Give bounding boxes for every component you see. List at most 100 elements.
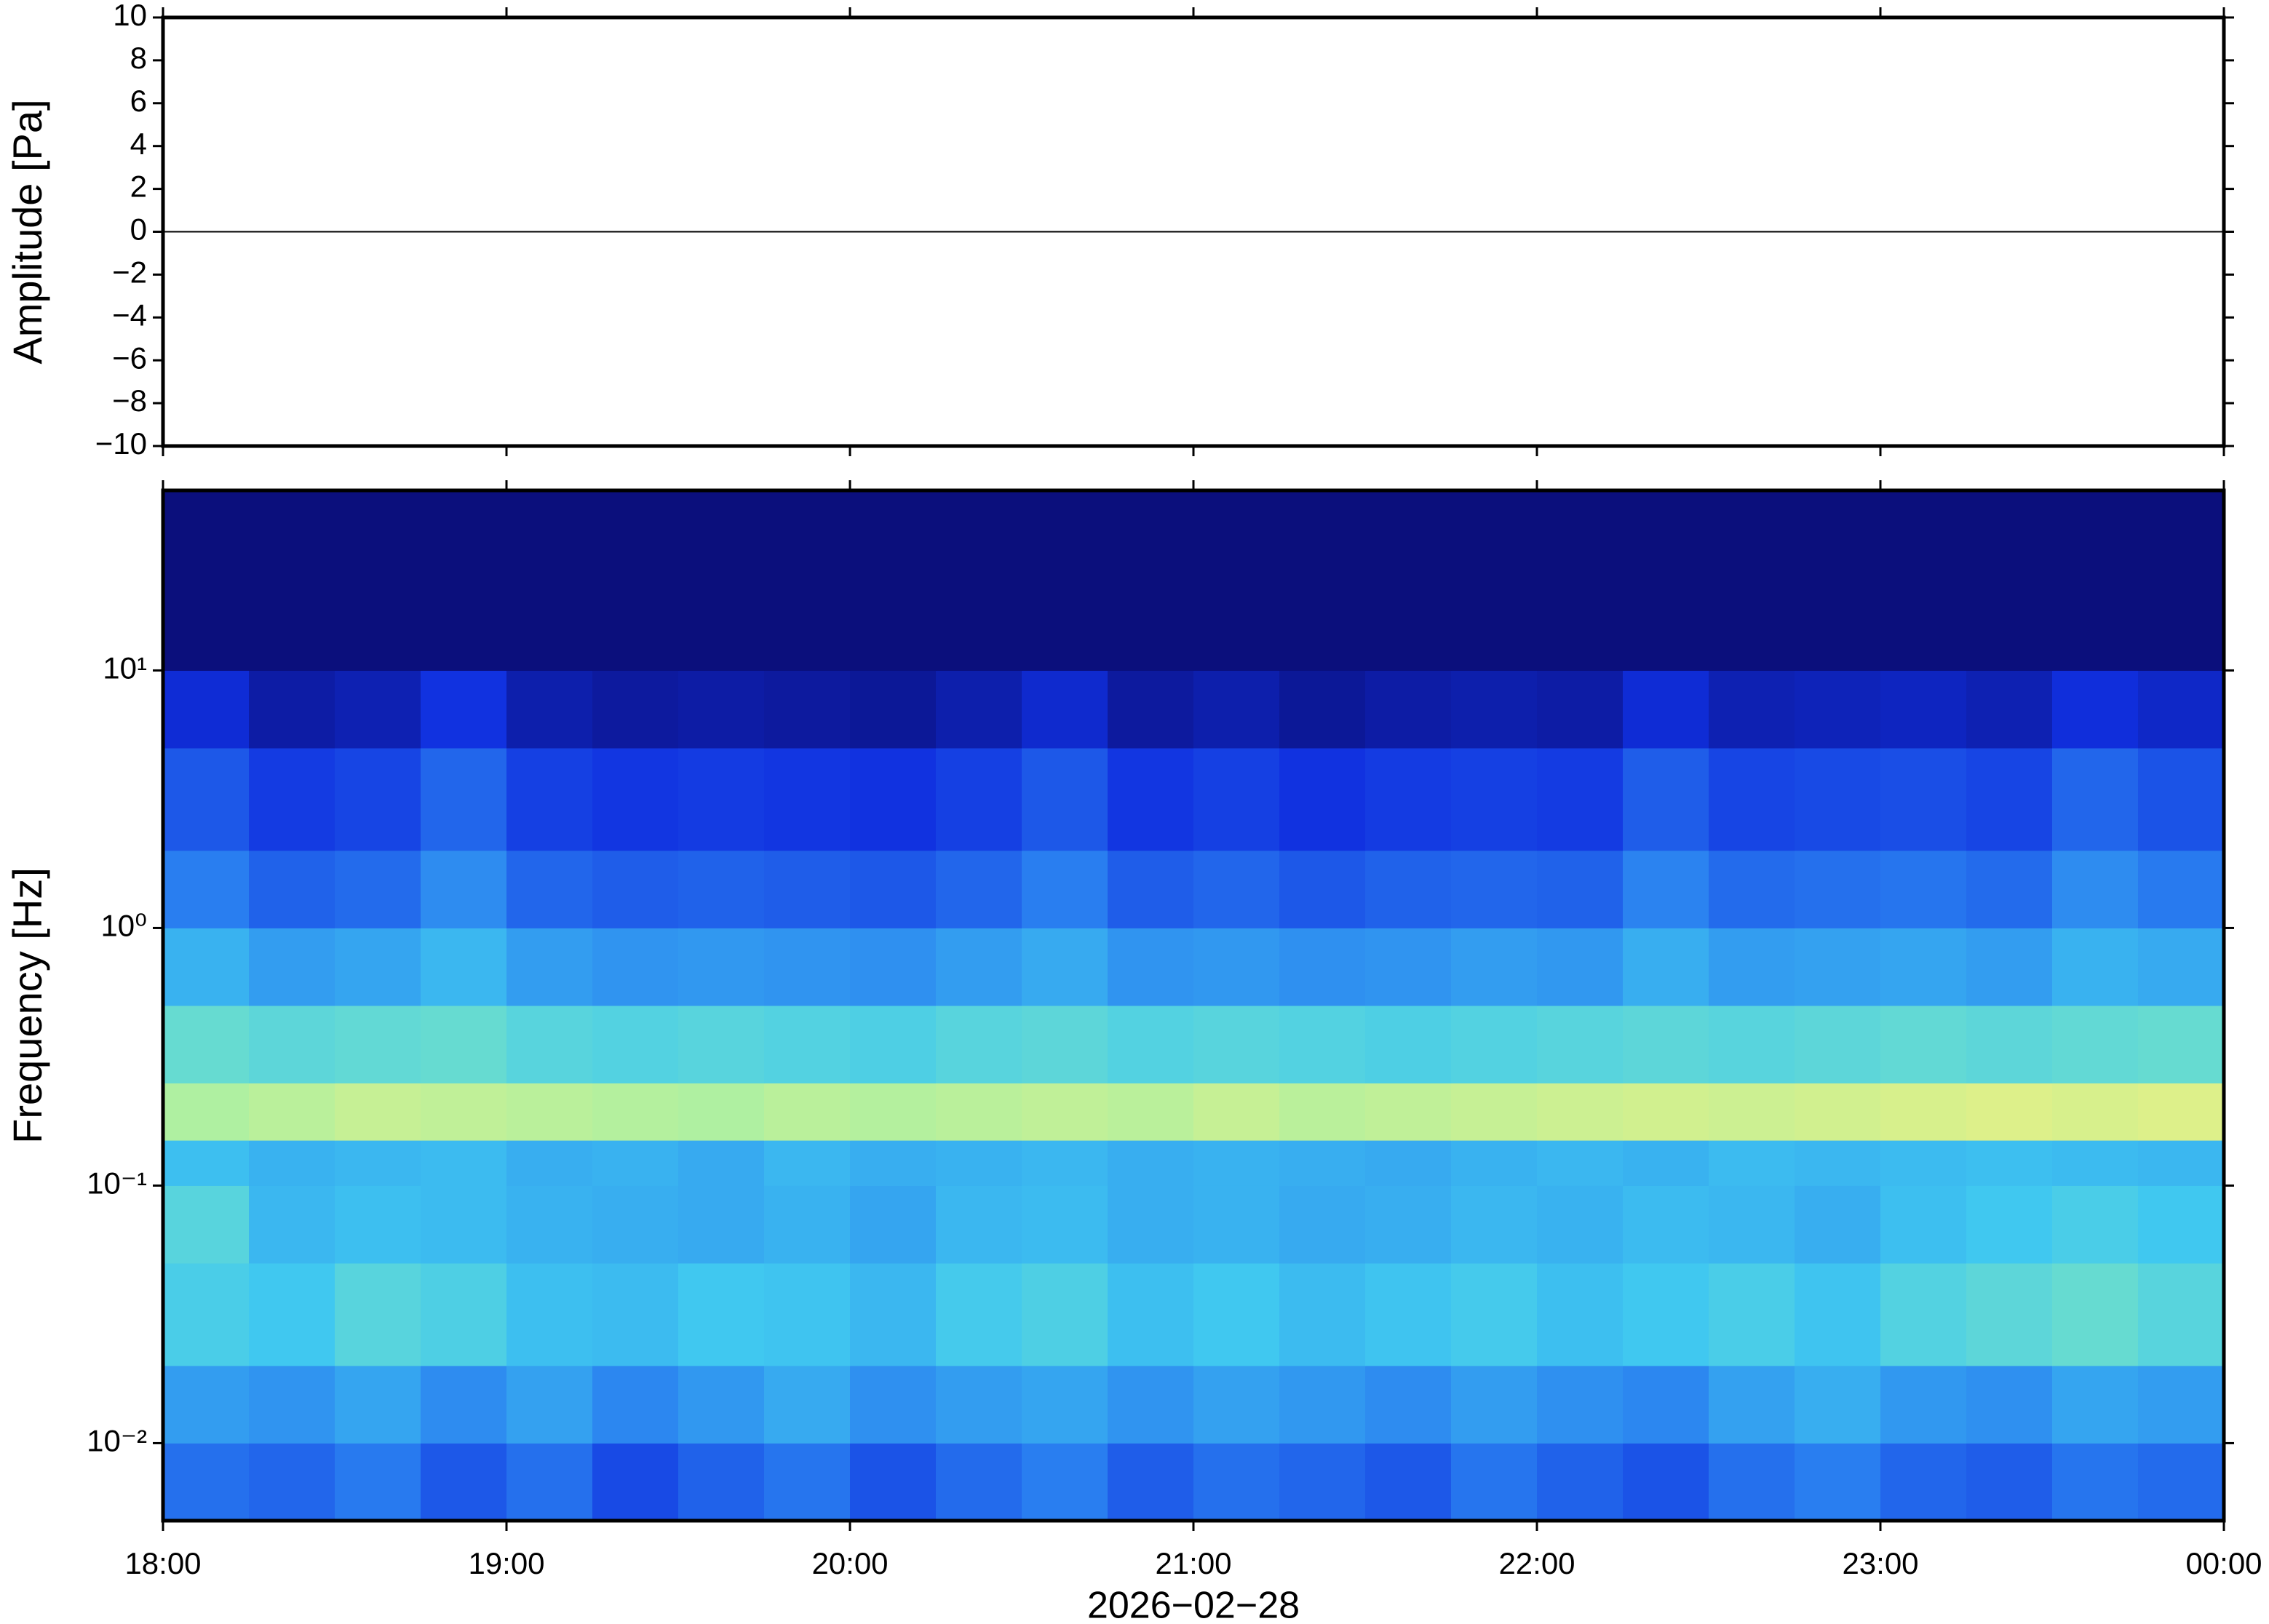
heat-cell: [850, 490, 937, 671]
heat-cell: [1623, 1263, 1709, 1366]
heat-cell: [1279, 670, 1366, 749]
heat-cell: [335, 1365, 421, 1444]
heat-cell: [1537, 670, 1624, 749]
heat-cell: [163, 490, 250, 671]
heat-cell: [1193, 1365, 1280, 1444]
heat-cell: [1108, 1365, 1194, 1444]
heat-cell: [163, 1006, 250, 1084]
heat-cell: [1880, 928, 1967, 1006]
y-tick-label: −10: [95, 426, 147, 461]
heat-cell: [1451, 1083, 1538, 1141]
heat-cell: [1365, 1443, 1452, 1521]
heat-cell: [1193, 670, 1280, 749]
heat-cell: [1193, 928, 1280, 1006]
heat-cell: [1623, 490, 1709, 671]
heat-cell: [1365, 1365, 1452, 1444]
heat-cell: [1537, 490, 1624, 671]
heat-cell: [2138, 1083, 2225, 1141]
heat-cell: [421, 490, 507, 671]
heat-cell: [1709, 1365, 1795, 1444]
heat-cell: [764, 1185, 851, 1264]
heat-cell: [506, 748, 593, 851]
heat-cell: [1193, 1006, 1280, 1084]
heat-cell: [1709, 1006, 1795, 1084]
heat-cell: [1022, 1365, 1108, 1444]
heat-cell: [2052, 1185, 2139, 1264]
heat-cell: [678, 670, 765, 749]
x-tick-label: 21:00: [1155, 1546, 1231, 1580]
heat-cell: [1795, 850, 1881, 928]
heat-cell: [1880, 850, 1967, 928]
heat-cell: [1795, 928, 1881, 1006]
heat-cell: [2052, 1365, 2139, 1444]
y-tick-label: 4: [130, 127, 147, 161]
heat-cell: [1279, 1443, 1366, 1521]
heat-cell: [850, 748, 937, 851]
heat-cell: [421, 850, 507, 928]
y-axis-label: Amplitude [Pa]: [4, 99, 50, 364]
heat-cell: [936, 850, 1022, 928]
heat-cell: [506, 850, 593, 928]
heat-cell: [1795, 670, 1881, 749]
heat-cell: [1108, 1006, 1194, 1084]
heat-cell: [678, 1006, 765, 1084]
y-tick-label: 10⁻²: [87, 1424, 147, 1458]
heat-cell: [506, 1443, 593, 1521]
heat-cell: [1709, 748, 1795, 851]
heat-cell: [1709, 850, 1795, 928]
heat-cell: [1108, 670, 1194, 749]
heat-cell: [1451, 928, 1538, 1006]
heat-cell: [2138, 670, 2225, 749]
heat-cell: [506, 490, 593, 671]
heat-cell: [678, 1443, 765, 1521]
heat-cell: [850, 850, 937, 928]
heat-cell: [678, 850, 765, 928]
heat-cell: [163, 1365, 250, 1444]
heat-cell: [421, 1185, 507, 1264]
heat-cell: [592, 1083, 679, 1141]
heat-cell: [764, 1140, 851, 1186]
heat-cell: [592, 670, 679, 749]
heat-cell: [1108, 490, 1194, 671]
x-tick-label: 22:00: [1498, 1546, 1575, 1580]
heat-cell: [1365, 928, 1452, 1006]
heat-cell: [249, 1083, 335, 1141]
heat-cell: [1537, 850, 1624, 928]
y-tick-label: 10⁻¹: [87, 1166, 147, 1201]
heat-cell: [764, 928, 851, 1006]
heat-cell: [1795, 1006, 1881, 1084]
heat-cell: [1880, 1006, 1967, 1084]
heat-cell: [1623, 748, 1709, 851]
heat-cell: [1365, 1083, 1452, 1141]
heat-cell: [592, 928, 679, 1006]
heat-cell: [421, 1263, 507, 1366]
heat-cell: [421, 1083, 507, 1141]
heat-cell: [936, 1443, 1022, 1521]
heat-cell: [850, 1140, 937, 1186]
heat-cell: [678, 1083, 765, 1141]
heat-cell: [678, 928, 765, 1006]
heat-cell: [592, 748, 679, 851]
heat-cell: [1880, 670, 1967, 749]
heat-cell: [2138, 1443, 2225, 1521]
heat-cell: [1022, 850, 1108, 928]
heat-cell: [1966, 1365, 2053, 1444]
heat-cell: [1279, 1006, 1366, 1084]
heat-cell: [335, 928, 421, 1006]
heat-cell: [850, 1083, 937, 1141]
heat-cell: [163, 1083, 250, 1141]
heat-cell: [1623, 850, 1709, 928]
heat-cell: [1880, 1263, 1967, 1366]
heat-cell: [1880, 1083, 1967, 1141]
x-tick-label: 19:00: [468, 1546, 544, 1580]
heat-cell: [592, 1185, 679, 1264]
heat-cell: [2138, 490, 2225, 671]
heat-cell: [1108, 928, 1194, 1006]
heat-cell: [335, 490, 421, 671]
heat-cell: [1709, 490, 1795, 671]
heat-cell: [1451, 850, 1538, 928]
heat-cell: [1709, 670, 1795, 749]
heat-cell: [1709, 928, 1795, 1006]
heat-cell: [1966, 490, 2053, 671]
heat-cell: [850, 1443, 937, 1521]
